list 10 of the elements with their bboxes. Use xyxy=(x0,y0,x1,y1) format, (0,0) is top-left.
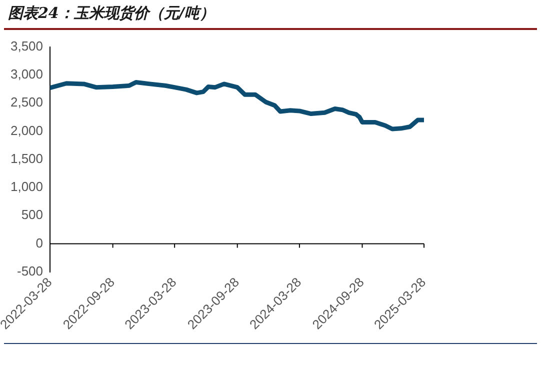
y-tick-label: 1,500 xyxy=(10,150,44,166)
y-tick-label: 500 xyxy=(21,207,44,222)
y-tick-label: -500 xyxy=(16,264,44,279)
y-tick-label: 2,500 xyxy=(10,94,44,110)
y-tick-label: 3,500 xyxy=(10,38,44,54)
y-tick-label: 3,000 xyxy=(10,66,44,82)
y-tick-label: 2,000 xyxy=(10,122,44,138)
y-tick-label: 0 xyxy=(36,235,44,250)
y-tick-label: 1,000 xyxy=(10,179,44,194)
chart-title: 图表24：玉米现货价（元/吨） xyxy=(8,4,214,23)
